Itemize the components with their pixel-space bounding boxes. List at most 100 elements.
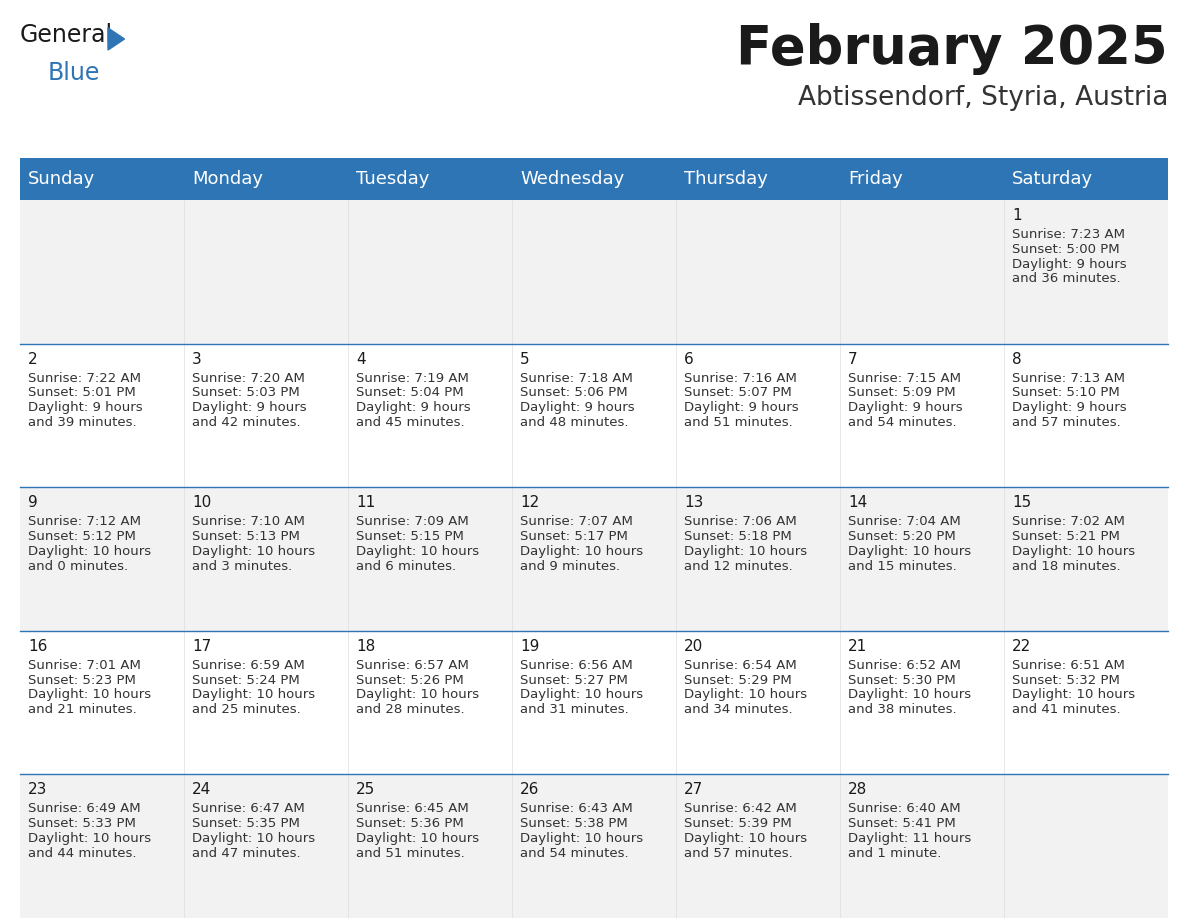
Text: and 9 minutes.: and 9 minutes.	[520, 560, 620, 573]
Text: Daylight: 10 hours: Daylight: 10 hours	[29, 688, 151, 701]
Text: and 39 minutes.: and 39 minutes.	[29, 416, 137, 429]
Bar	[20, 487, 1168, 631]
Text: Sunset: 5:29 PM: Sunset: 5:29 PM	[684, 674, 791, 687]
Text: Sunrise: 7:06 AM: Sunrise: 7:06 AM	[684, 515, 797, 528]
Text: Sunset: 5:06 PM: Sunset: 5:06 PM	[520, 386, 627, 399]
Text: Sunrise: 6:59 AM: Sunrise: 6:59 AM	[192, 659, 305, 672]
Text: Sunrise: 7:15 AM: Sunrise: 7:15 AM	[848, 372, 961, 385]
Text: Daylight: 11 hours: Daylight: 11 hours	[848, 832, 972, 845]
Text: Sunrise: 7:20 AM: Sunrise: 7:20 AM	[192, 372, 305, 385]
Text: Sunrise: 7:02 AM: Sunrise: 7:02 AM	[1012, 515, 1125, 528]
Text: Daylight: 10 hours: Daylight: 10 hours	[192, 688, 315, 701]
Bar	[20, 631, 1168, 775]
Text: Sunrise: 6:49 AM: Sunrise: 6:49 AM	[29, 802, 140, 815]
Text: Sunset: 5:07 PM: Sunset: 5:07 PM	[684, 386, 791, 399]
Text: and 54 minutes.: and 54 minutes.	[848, 416, 956, 429]
Text: Daylight: 10 hours: Daylight: 10 hours	[520, 544, 643, 558]
Text: and 1 minute.: and 1 minute.	[848, 846, 941, 860]
Text: Daylight: 10 hours: Daylight: 10 hours	[684, 832, 807, 845]
Text: 4: 4	[356, 352, 366, 366]
Text: Sunrise: 7:23 AM: Sunrise: 7:23 AM	[1012, 228, 1125, 241]
Text: Daylight: 10 hours: Daylight: 10 hours	[356, 688, 479, 701]
Text: Sunrise: 7:19 AM: Sunrise: 7:19 AM	[356, 372, 469, 385]
Text: and 21 minutes.: and 21 minutes.	[29, 703, 137, 716]
Text: and 54 minutes.: and 54 minutes.	[520, 846, 628, 860]
Text: and 31 minutes.: and 31 minutes.	[520, 703, 628, 716]
Text: Daylight: 9 hours: Daylight: 9 hours	[684, 401, 798, 414]
Text: and 51 minutes.: and 51 minutes.	[684, 416, 792, 429]
Text: and 25 minutes.: and 25 minutes.	[192, 703, 301, 716]
Text: Daylight: 10 hours: Daylight: 10 hours	[684, 544, 807, 558]
Text: Thursday: Thursday	[684, 170, 767, 188]
Text: Sunset: 5:39 PM: Sunset: 5:39 PM	[684, 817, 791, 830]
Text: and 41 minutes.: and 41 minutes.	[1012, 703, 1120, 716]
Text: and 3 minutes.: and 3 minutes.	[192, 560, 292, 573]
Text: 26: 26	[520, 782, 539, 798]
Text: 25: 25	[356, 782, 375, 798]
Text: Daylight: 9 hours: Daylight: 9 hours	[848, 401, 962, 414]
Text: 10: 10	[192, 495, 211, 510]
Text: Sunset: 5:01 PM: Sunset: 5:01 PM	[29, 386, 135, 399]
Text: Daylight: 10 hours: Daylight: 10 hours	[848, 544, 971, 558]
Text: Sunset: 5:23 PM: Sunset: 5:23 PM	[29, 674, 135, 687]
Text: Sunset: 5:27 PM: Sunset: 5:27 PM	[520, 674, 628, 687]
Text: Sunset: 5:30 PM: Sunset: 5:30 PM	[848, 674, 956, 687]
Text: Sunrise: 7:01 AM: Sunrise: 7:01 AM	[29, 659, 141, 672]
Text: Daylight: 9 hours: Daylight: 9 hours	[356, 401, 470, 414]
Text: and 38 minutes.: and 38 minutes.	[848, 703, 956, 716]
Text: 16: 16	[29, 639, 48, 654]
Text: 1: 1	[1012, 208, 1022, 223]
Text: Daylight: 10 hours: Daylight: 10 hours	[684, 688, 807, 701]
Text: Daylight: 9 hours: Daylight: 9 hours	[1012, 401, 1126, 414]
Text: and 15 minutes.: and 15 minutes.	[848, 560, 956, 573]
Text: and 36 minutes.: and 36 minutes.	[1012, 273, 1120, 285]
Text: Sunrise: 7:10 AM: Sunrise: 7:10 AM	[192, 515, 305, 528]
Text: Wednesday: Wednesday	[520, 170, 624, 188]
Text: 19: 19	[520, 639, 539, 654]
Text: and 0 minutes.: and 0 minutes.	[29, 560, 128, 573]
Text: Sunday: Sunday	[29, 170, 95, 188]
Text: February 2025: February 2025	[737, 23, 1168, 75]
Text: 17: 17	[192, 639, 211, 654]
Text: Sunrise: 7:12 AM: Sunrise: 7:12 AM	[29, 515, 141, 528]
Text: 23: 23	[29, 782, 48, 798]
Text: and 12 minutes.: and 12 minutes.	[684, 560, 792, 573]
Text: 18: 18	[356, 639, 375, 654]
Text: Daylight: 10 hours: Daylight: 10 hours	[520, 688, 643, 701]
Text: and 47 minutes.: and 47 minutes.	[192, 846, 301, 860]
Text: 24: 24	[192, 782, 211, 798]
Text: Sunset: 5:00 PM: Sunset: 5:00 PM	[1012, 242, 1119, 256]
Text: Abtissendorf, Styria, Austria: Abtissendorf, Styria, Austria	[797, 85, 1168, 111]
Text: Sunrise: 7:07 AM: Sunrise: 7:07 AM	[520, 515, 633, 528]
Text: Daylight: 10 hours: Daylight: 10 hours	[29, 544, 151, 558]
Text: Sunrise: 7:04 AM: Sunrise: 7:04 AM	[848, 515, 961, 528]
Text: 20: 20	[684, 639, 703, 654]
Text: 15: 15	[1012, 495, 1031, 510]
Bar	[20, 200, 1168, 343]
Text: and 6 minutes.: and 6 minutes.	[356, 560, 456, 573]
Text: 7: 7	[848, 352, 858, 366]
Text: and 57 minutes.: and 57 minutes.	[1012, 416, 1120, 429]
Text: 27: 27	[684, 782, 703, 798]
Text: 12: 12	[520, 495, 539, 510]
Text: 13: 13	[684, 495, 703, 510]
Text: 5: 5	[520, 352, 530, 366]
Text: Friday: Friday	[848, 170, 903, 188]
Text: Sunrise: 6:47 AM: Sunrise: 6:47 AM	[192, 802, 305, 815]
Text: Daylight: 10 hours: Daylight: 10 hours	[1012, 688, 1135, 701]
Text: Sunset: 5:04 PM: Sunset: 5:04 PM	[356, 386, 463, 399]
Text: Daylight: 10 hours: Daylight: 10 hours	[356, 832, 479, 845]
Text: 14: 14	[848, 495, 867, 510]
Text: Sunset: 5:03 PM: Sunset: 5:03 PM	[192, 386, 299, 399]
Text: Daylight: 10 hours: Daylight: 10 hours	[192, 544, 315, 558]
Text: Sunrise: 7:18 AM: Sunrise: 7:18 AM	[520, 372, 633, 385]
Text: Sunset: 5:17 PM: Sunset: 5:17 PM	[520, 530, 628, 543]
Text: Sunrise: 7:09 AM: Sunrise: 7:09 AM	[356, 515, 469, 528]
Text: Sunrise: 6:56 AM: Sunrise: 6:56 AM	[520, 659, 633, 672]
Text: Daylight: 9 hours: Daylight: 9 hours	[520, 401, 634, 414]
Text: Sunrise: 6:40 AM: Sunrise: 6:40 AM	[848, 802, 961, 815]
Text: 3: 3	[192, 352, 202, 366]
Text: Blue: Blue	[48, 61, 100, 85]
Text: Daylight: 10 hours: Daylight: 10 hours	[1012, 544, 1135, 558]
Text: Sunrise: 7:13 AM: Sunrise: 7:13 AM	[1012, 372, 1125, 385]
